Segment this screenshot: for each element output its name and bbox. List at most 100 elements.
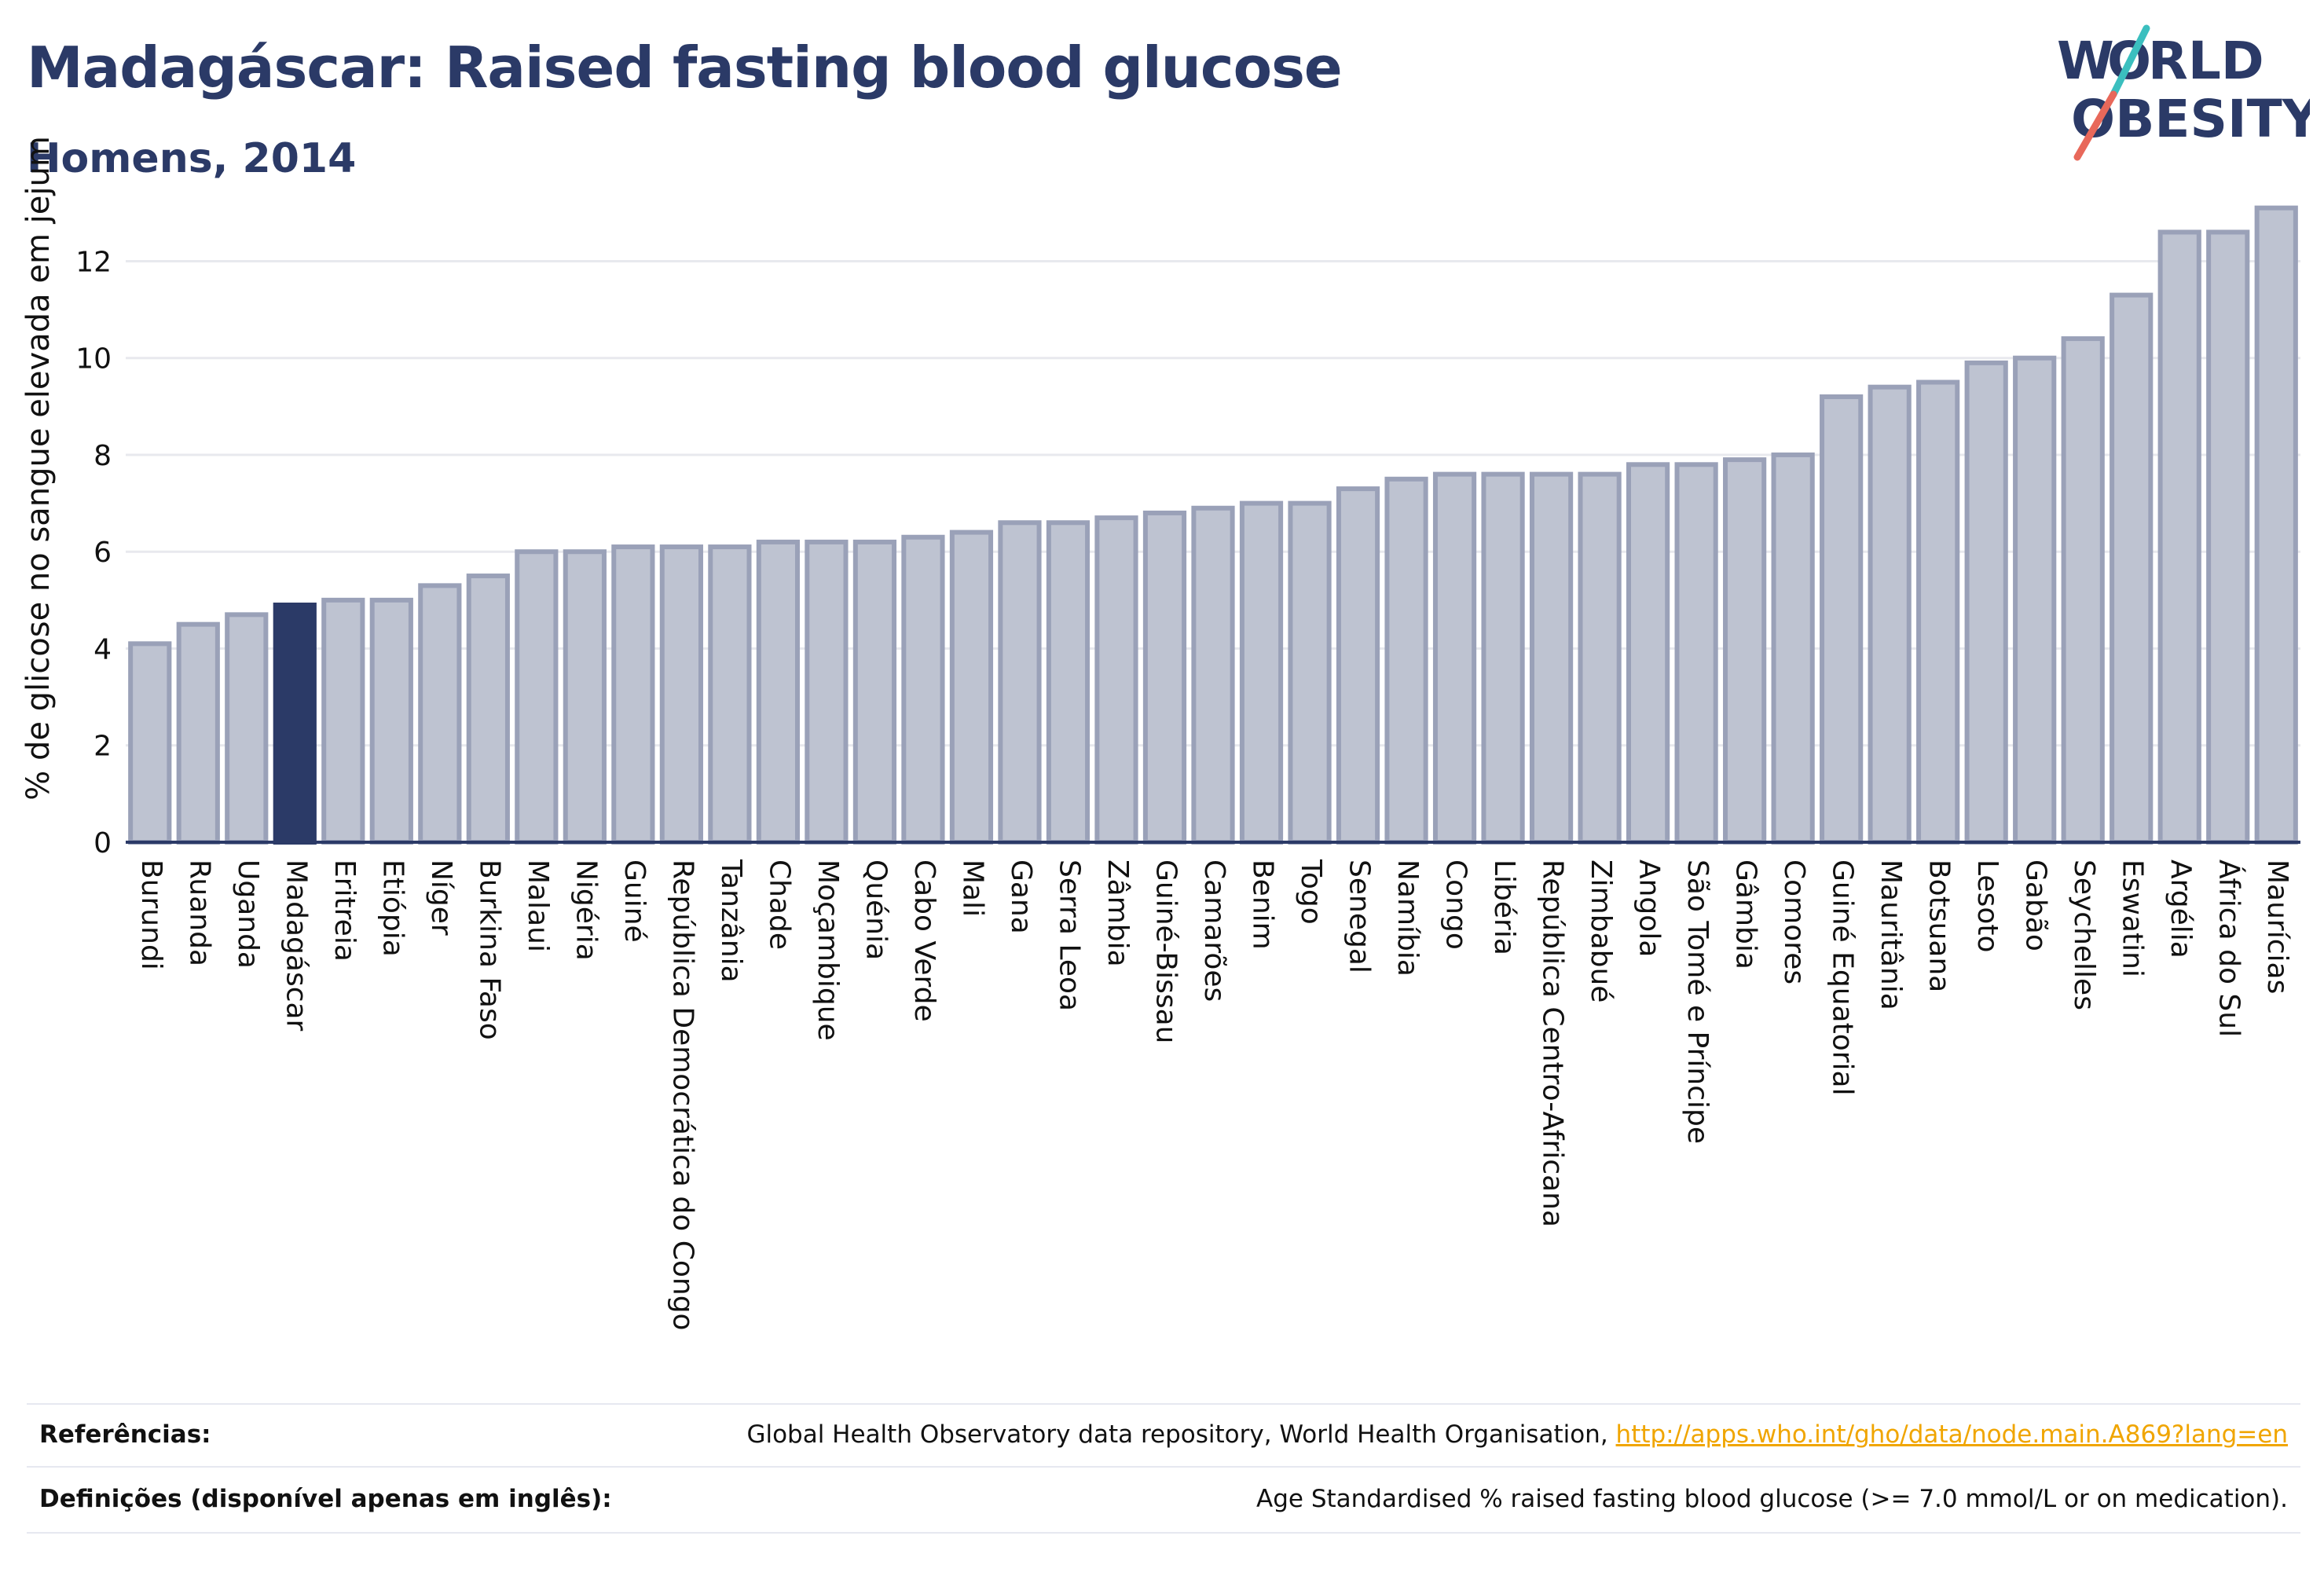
x-tick-label: Eswatini (2117, 859, 2149, 977)
y-axis-label: % de glicose no sangue elevada em jejum (20, 136, 57, 801)
bar (756, 539, 801, 845)
bar (321, 597, 365, 845)
x-tick-label: Benim (1247, 859, 1279, 950)
bar (949, 530, 994, 845)
references-label: Referências: (39, 1420, 211, 1449)
y-tick-label: 8 (93, 440, 112, 472)
x-tick-label: Nigéria (570, 859, 602, 961)
bar (1142, 510, 1187, 845)
bar (1046, 520, 1091, 845)
x-tick-label: África do Sul (2213, 859, 2246, 1037)
world-obesity-logo: W O RLD OBESITY (2057, 24, 2310, 161)
bar (659, 544, 703, 845)
bar (1916, 379, 1960, 845)
bar (128, 641, 172, 845)
x-tick-label: Chade (763, 859, 795, 950)
definitions-label: Definições (disponível apenas em inglês)… (39, 1485, 612, 1513)
x-tick-label: Congo (1440, 859, 1472, 950)
x-tick-label: Zimbabué (1585, 859, 1617, 1002)
x-tick-label: Burkina Faso (473, 859, 505, 1040)
bar (2013, 355, 2057, 845)
bar (369, 597, 413, 845)
bar (1820, 394, 1864, 845)
bar (708, 544, 752, 845)
bar (1578, 471, 1622, 845)
x-tick-label: Mauritânia (1875, 859, 1907, 1010)
x-tick-label: Lesoto (1971, 859, 2003, 953)
bars (128, 205, 2298, 845)
svg-text:RLD: RLD (2148, 31, 2264, 91)
x-tick-label: São Tomé e Príncipe (1681, 859, 1714, 1144)
bar (2206, 229, 2250, 845)
x-tick-label: Seychelles (2068, 859, 2100, 1010)
x-tick-label: República Centro-Africana (1537, 859, 1569, 1227)
bar (563, 549, 607, 845)
bar (901, 534, 945, 845)
y-tick-label: 0 (93, 827, 112, 859)
bar (852, 539, 897, 845)
x-tick-label: Libéria (1488, 859, 1520, 955)
x-tick-label: Uganda (232, 859, 264, 969)
x-tick-label: República Democrática do Congo (666, 859, 698, 1331)
references-text: Global Health Observatory data repositor… (746, 1420, 1616, 1449)
x-tick-label: Guiné (618, 859, 651, 943)
bar (1191, 505, 1235, 845)
x-tick-label: Burundi (135, 859, 167, 970)
bar (1432, 471, 1477, 845)
y-tick-label: 6 (93, 537, 112, 569)
bar-chart: 0 2 4 6 8 10 12 Burundi Ruanda Uganda Madagáscar E… (20, 136, 2300, 1331)
x-tick-label: Argélia (2165, 859, 2197, 958)
x-tick-label: Moçambique (812, 859, 844, 1041)
bar (998, 520, 1042, 845)
x-tick-label: Madagáscar (280, 859, 312, 1032)
bar (1868, 384, 1912, 845)
chart-subtitle: Homens, 2014 (27, 135, 357, 182)
svg-text:W: W (2057, 31, 2114, 91)
bar (1626, 462, 1670, 845)
bar (2254, 205, 2298, 845)
bar (1964, 360, 2008, 845)
x-tick-label: Zâmbia (1102, 859, 1134, 967)
references-link[interactable]: http://apps.who.int/gho/data/node.main.A… (1615, 1420, 2288, 1449)
definitions-row: Definições (disponível apenas em inglês)… (27, 1468, 2300, 1530)
y-tick-label: 12 (75, 246, 112, 278)
x-tick-label: Malaui (522, 859, 554, 952)
bar (225, 612, 269, 845)
bar (1771, 452, 1815, 845)
bar (176, 621, 220, 845)
references-value: Global Health Observatory data repositor… (746, 1420, 2288, 1449)
y-tick-label: 4 (93, 633, 112, 665)
bar (1529, 471, 1574, 845)
bar (805, 539, 849, 845)
references-row: Referências: Global Health Observatory d… (27, 1403, 2300, 1466)
bar (418, 583, 462, 845)
definitions-value: Age Standardised % raised fasting blood … (1256, 1485, 2288, 1513)
x-tick-label: Senegal (1343, 859, 1376, 973)
bar (2061, 336, 2105, 845)
x-tick-label: Gana (1005, 859, 1037, 934)
y-axis-ticks: 0 2 4 6 8 10 12 (75, 246, 112, 859)
x-tick-label: Angola (1633, 859, 1666, 957)
x-tick-label: Togo (1295, 859, 1327, 925)
x-tick-label: Etiópia (376, 859, 409, 957)
bar (1288, 500, 1332, 845)
bar (1239, 500, 1284, 845)
bar (1674, 462, 1718, 845)
bar (1336, 486, 1380, 845)
bar (1384, 476, 1428, 845)
x-tick-label: Camarões (1198, 859, 1230, 1002)
x-tick-label: Namíbia (1391, 859, 1424, 977)
x-tick-label: Níger (425, 859, 457, 936)
bar (515, 549, 559, 845)
bar (2157, 229, 2201, 845)
bar (1481, 471, 1525, 845)
x-tick-label: Ruanda (183, 859, 215, 966)
bar (1094, 515, 1138, 845)
chart-title: Madagáscar: Raised fasting blood glucose (27, 35, 1343, 101)
bar (2110, 292, 2154, 845)
x-axis-labels: Burundi Ruanda Uganda Madagáscar Eritreia Eti… (135, 859, 2293, 1331)
x-tick-label: Botsuana (1923, 859, 1956, 992)
x-tick-label: Guiné-Bissau (1149, 859, 1182, 1043)
x-tick-label: Serra Leoa (1053, 859, 1085, 1011)
bar (1723, 457, 1767, 845)
